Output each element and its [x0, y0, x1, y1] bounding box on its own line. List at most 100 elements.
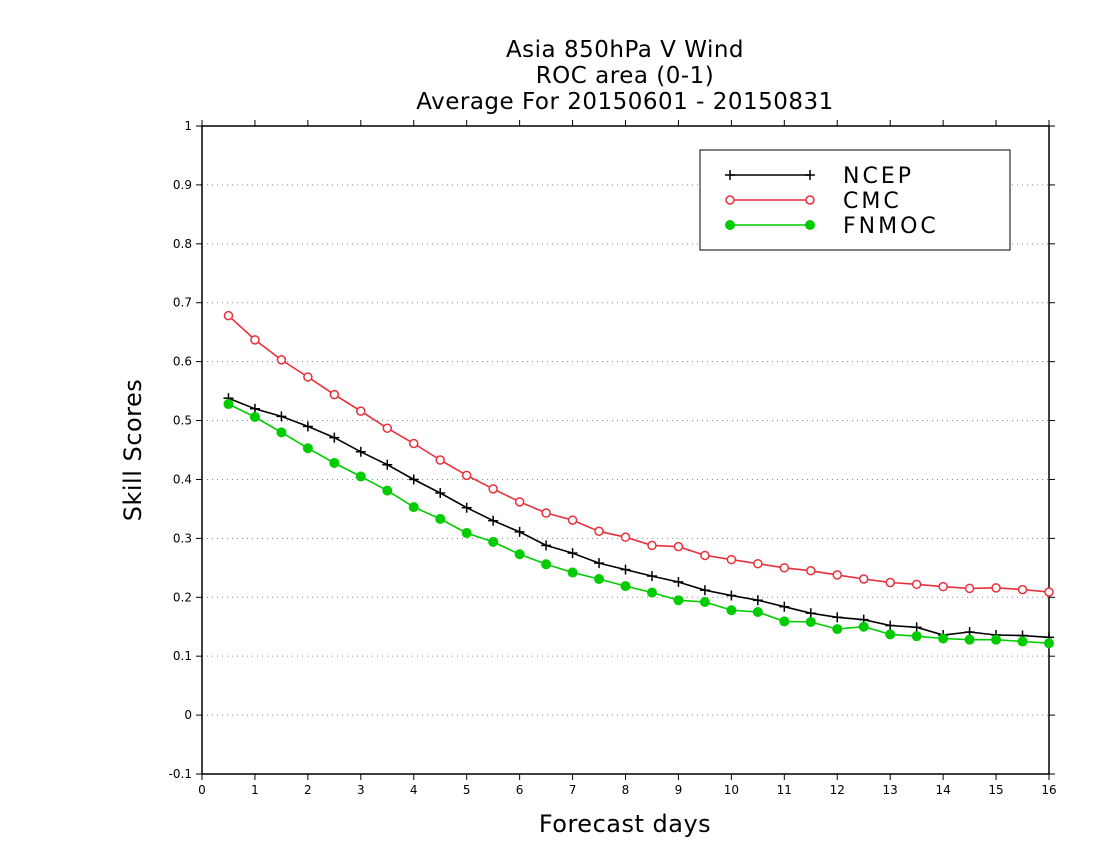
data-point-fnmoc — [461, 528, 472, 539]
y-axis-label: Skill Scores — [119, 378, 147, 522]
data-point-ncep — [620, 564, 631, 575]
chart-title-line-3: Average For 20150601 - 20150831 — [416, 89, 834, 115]
data-point-fnmoc — [779, 616, 790, 627]
data-point-ncep — [567, 548, 578, 559]
axes: -0.100.10.20.30.40.50.60.70.80.910 1 2 3 4 5 6… — [169, 119, 1057, 797]
data-point-fnmoc — [276, 427, 287, 438]
data-point-cmc — [356, 406, 366, 416]
legend-label-cmc: CMC — [843, 189, 902, 214]
data-point-cmc — [541, 508, 551, 518]
legend-item-fnmoc: FNMOC — [725, 214, 939, 239]
x-tick-label: 6 — [516, 783, 524, 797]
data-point-ncep — [699, 585, 710, 596]
legend-item-cmc: CMC — [725, 189, 902, 214]
grid-lines — [202, 184, 1049, 716]
x-tick-label: 5 — [463, 783, 471, 797]
legend-marker-fnmoc — [725, 220, 735, 230]
data-point-ncep — [541, 540, 552, 551]
legend-label-fnmoc: FNMOC — [843, 214, 939, 239]
data-point-cmc — [1044, 587, 1054, 597]
data-point-ncep — [461, 502, 472, 513]
data-point-fnmoc — [805, 617, 816, 628]
data-point-cmc — [461, 470, 472, 481]
x-tick-label: 12 — [830, 783, 845, 797]
y-tick-label: 0.7 — [173, 296, 192, 310]
data-point-fnmoc — [620, 581, 631, 592]
data-point-cmc — [726, 554, 737, 565]
data-point-cmc — [382, 423, 393, 433]
data-point-ncep — [805, 608, 816, 619]
data-point-ncep — [911, 622, 922, 633]
x-tick-label: 10 — [724, 783, 739, 797]
data-point-cmc — [700, 550, 710, 561]
y-tick-label: 1 — [184, 119, 192, 133]
x-tick-label: 2 — [304, 783, 312, 797]
data-point-fnmoc — [1044, 638, 1054, 649]
data-point-cmc — [991, 583, 1001, 593]
series-ncep — [223, 393, 1054, 643]
x-tick-label: 0 — [198, 783, 206, 797]
data-point-fnmoc — [646, 587, 657, 598]
data-point-fnmoc — [699, 596, 710, 607]
data-point-fnmoc — [885, 629, 896, 640]
series-line-fnmoc — [228, 403, 1050, 644]
data-point-ncep — [488, 515, 499, 526]
x-tick-label: 15 — [988, 783, 1003, 797]
legend-marker-cmc — [805, 195, 815, 205]
data-point-fnmoc — [726, 605, 737, 616]
data-point-cmc — [329, 389, 340, 400]
y-tick-label: 0.5 — [173, 414, 192, 428]
data-point-ncep — [382, 459, 393, 470]
y-tick-label: -0.1 — [169, 767, 192, 781]
data-point-cmc — [938, 581, 948, 592]
series-line-ncep — [228, 397, 1050, 639]
chart-title-line-2: ROC area (0-1) — [535, 63, 715, 89]
data-point-fnmoc — [355, 471, 366, 482]
data-point-fnmoc — [858, 621, 869, 632]
x-tick-label: 9 — [675, 783, 683, 797]
legend-marker-cmc — [725, 195, 735, 205]
legend-label-ncep: NCEP — [843, 164, 914, 189]
data-point-fnmoc — [964, 634, 975, 645]
data-point-cmc — [1017, 584, 1028, 595]
data-point-fnmoc — [752, 607, 763, 617]
y-tick-label: 0.2 — [173, 590, 192, 604]
data-point-cmc — [885, 577, 895, 588]
x-tick-label: 16 — [1041, 783, 1056, 797]
x-tick-label: 4 — [410, 783, 418, 797]
data-point-ncep — [435, 488, 446, 499]
data-point-ncep — [726, 590, 737, 601]
data-point-fnmoc — [911, 631, 922, 642]
x-tick-label: 13 — [883, 783, 898, 797]
data-point-fnmoc — [832, 624, 843, 635]
data-point-fnmoc — [673, 595, 684, 606]
data-point-cmc — [911, 579, 922, 590]
x-tick-label: 1 — [251, 783, 259, 797]
data-point-ncep — [276, 411, 287, 422]
series-cmc — [223, 310, 1054, 597]
data-point-ncep — [329, 432, 340, 443]
data-point-fnmoc — [991, 634, 1002, 645]
data-point-fnmoc — [223, 399, 234, 410]
data-point-ncep — [646, 571, 657, 582]
y-tick-label: 0.8 — [173, 237, 192, 251]
data-point-fnmoc — [329, 457, 340, 468]
data-point-fnmoc — [938, 633, 949, 644]
data-point-ncep — [514, 526, 525, 537]
legend-item-ncep: NCEP — [725, 164, 914, 189]
data-point-fnmoc — [594, 574, 605, 585]
data-point-cmc — [858, 574, 869, 584]
legend-marker-fnmoc — [805, 220, 815, 230]
x-tick-label: 11 — [777, 783, 792, 797]
data-point-cmc — [964, 583, 975, 594]
data-point-ncep — [594, 558, 605, 569]
data-point-ncep — [885, 620, 896, 631]
x-tick-label: 7 — [569, 783, 577, 797]
data-point-cmc — [223, 310, 234, 321]
x-axis-label: Forecast days — [538, 810, 712, 838]
data-point-cmc — [620, 532, 631, 542]
y-tick-label: 0.6 — [173, 355, 192, 369]
data-point-cmc — [832, 570, 842, 580]
y-tick-label: 0.4 — [173, 472, 192, 486]
